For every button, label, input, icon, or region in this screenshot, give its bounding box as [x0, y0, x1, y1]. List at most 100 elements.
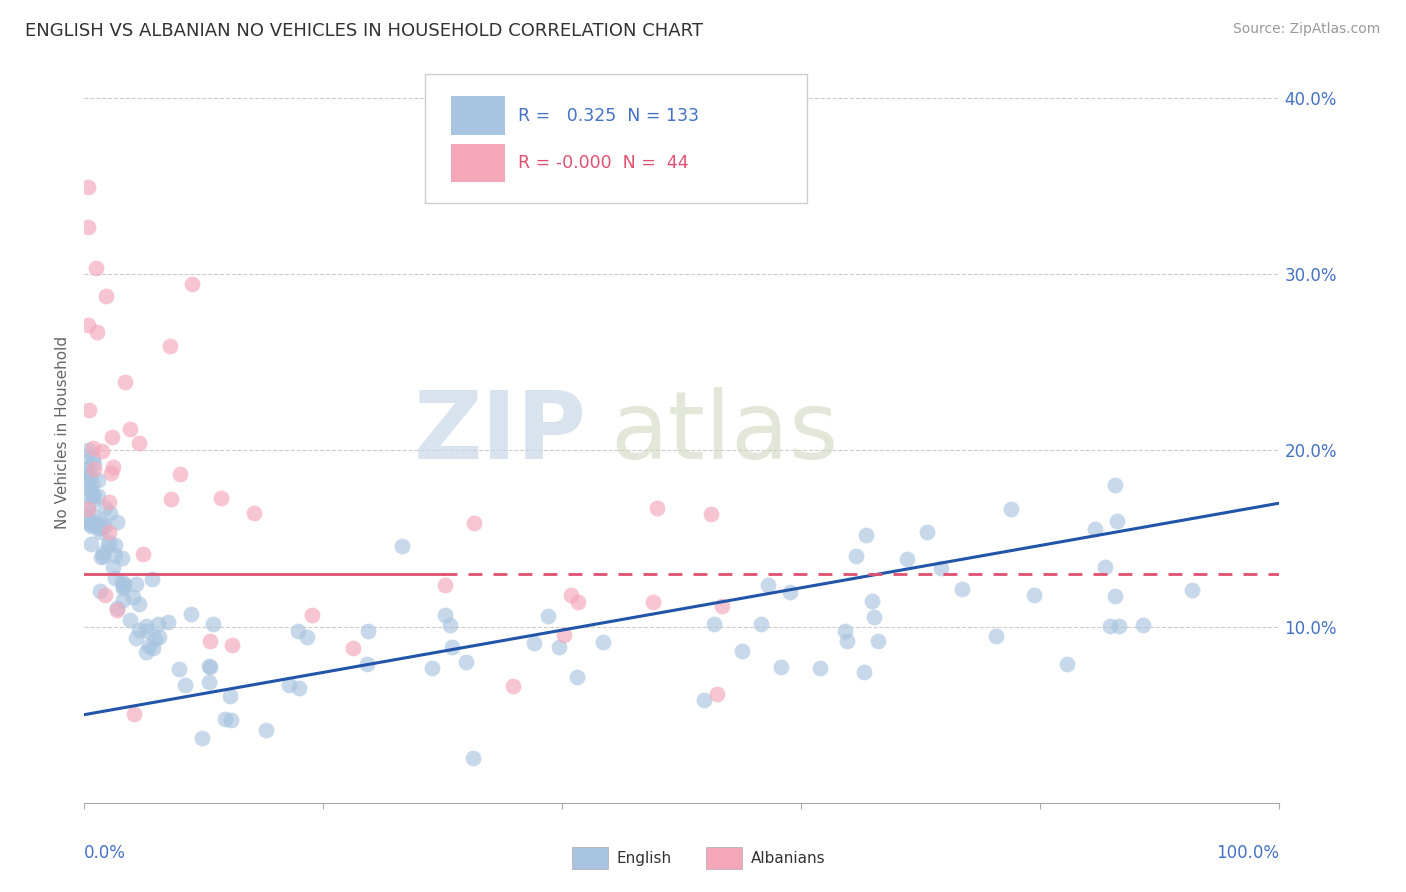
Point — [89, 525, 111, 540]
Point — [80, 519, 103, 533]
Text: 0.0%: 0.0% — [84, 844, 127, 862]
Point — [288, 681, 311, 696]
Point — [502, 679, 524, 693]
Point — [1132, 618, 1154, 632]
Point — [560, 588, 582, 602]
Point — [76, 511, 98, 525]
Point — [420, 661, 443, 675]
Point — [1056, 657, 1078, 671]
Point — [167, 662, 190, 676]
Point — [434, 578, 457, 592]
Point — [1181, 582, 1204, 597]
Point — [242, 506, 264, 520]
Point — [278, 678, 301, 692]
Text: Source: ZipAtlas.com: Source: ZipAtlas.com — [1233, 22, 1381, 37]
Point — [1104, 589, 1126, 603]
Point — [852, 665, 875, 680]
Point — [157, 615, 180, 629]
Point — [711, 599, 734, 613]
Point — [142, 640, 165, 655]
Point — [537, 608, 560, 623]
Point — [357, 624, 380, 638]
FancyBboxPatch shape — [451, 144, 505, 182]
Text: Albanians: Albanians — [751, 851, 825, 866]
Point — [219, 689, 242, 703]
Point — [87, 474, 110, 488]
Point — [1094, 560, 1116, 574]
Point — [1104, 477, 1126, 491]
Point — [77, 516, 100, 530]
Point — [135, 624, 157, 638]
FancyBboxPatch shape — [572, 847, 607, 870]
Point — [198, 633, 221, 648]
Point — [645, 500, 668, 515]
Text: English: English — [616, 851, 671, 866]
Point — [86, 489, 108, 503]
Point — [756, 578, 779, 592]
Point — [82, 488, 104, 502]
Point — [950, 582, 973, 596]
Point — [200, 660, 222, 674]
Point — [83, 457, 105, 471]
Point — [169, 467, 191, 482]
Point — [101, 559, 124, 574]
Point — [97, 535, 120, 549]
Point — [122, 706, 145, 721]
Point — [770, 660, 793, 674]
Point — [523, 635, 546, 649]
Point — [111, 574, 134, 589]
Point — [103, 571, 125, 585]
Point — [82, 493, 104, 508]
Point — [87, 518, 110, 533]
Point — [180, 277, 202, 291]
Point — [101, 430, 124, 444]
Point — [94, 589, 117, 603]
Point — [104, 548, 127, 562]
Point — [198, 675, 221, 690]
Point — [592, 634, 614, 648]
Point — [76, 469, 98, 483]
Point — [111, 579, 134, 593]
Point — [221, 638, 243, 652]
Point — [79, 482, 101, 496]
Point — [76, 443, 98, 458]
Point — [82, 476, 104, 491]
Point — [700, 507, 723, 521]
Point — [567, 595, 589, 609]
Point — [463, 750, 485, 764]
Point — [1000, 502, 1022, 516]
Point — [76, 461, 98, 475]
Point — [77, 481, 100, 495]
Point — [866, 634, 889, 648]
Point — [125, 632, 148, 646]
Point — [135, 645, 157, 659]
Point — [77, 318, 100, 333]
Point — [128, 435, 150, 450]
Point — [132, 547, 155, 561]
Point — [143, 632, 166, 647]
Point — [547, 640, 569, 654]
Point — [76, 500, 98, 514]
Point — [439, 618, 461, 632]
Point — [440, 640, 463, 654]
Point — [860, 594, 883, 608]
Point — [295, 630, 318, 644]
Point — [287, 624, 309, 638]
Point — [89, 520, 111, 534]
Point — [91, 546, 114, 560]
Point — [342, 640, 364, 655]
Point — [138, 639, 160, 653]
Text: 100.0%: 100.0% — [1216, 844, 1279, 862]
Point — [180, 607, 202, 621]
Point — [89, 584, 111, 599]
Point — [98, 495, 121, 509]
Point — [77, 220, 100, 235]
Point — [254, 723, 277, 737]
Point — [855, 528, 877, 542]
Point — [835, 633, 858, 648]
Point — [808, 661, 831, 675]
Text: R = -0.000  N =  44: R = -0.000 N = 44 — [519, 154, 689, 172]
Point — [391, 539, 413, 553]
Point — [97, 538, 120, 552]
Point — [834, 624, 856, 639]
